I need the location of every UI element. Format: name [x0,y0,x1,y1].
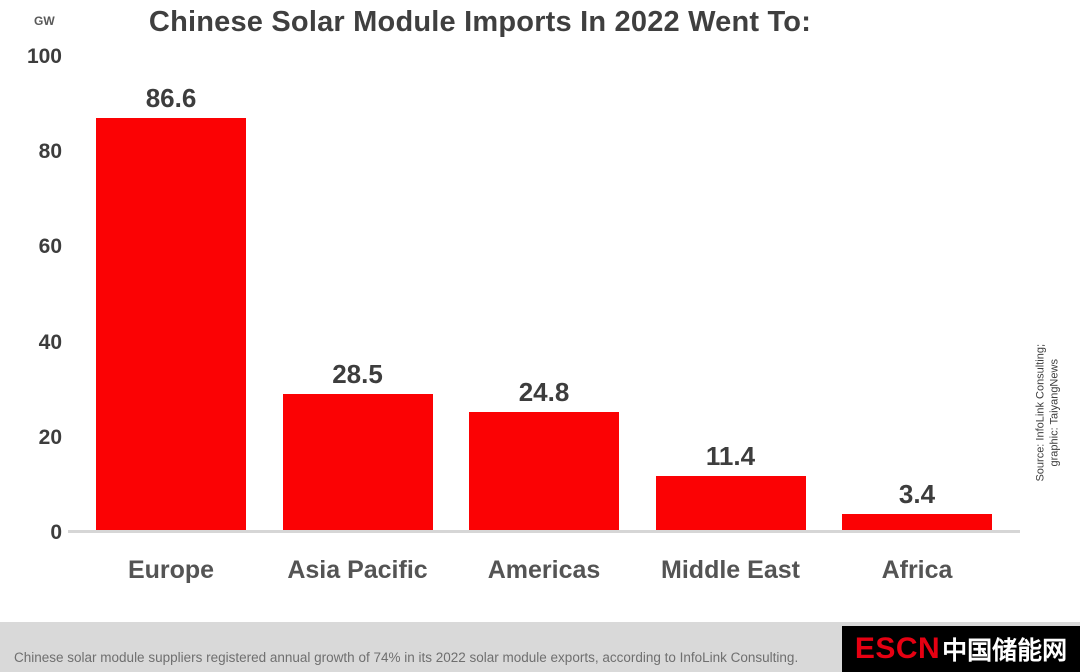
bar-value-label: 24.8 [518,377,570,407]
bar-value-label: 11.4 [705,441,756,471]
bar-americas [469,412,619,530]
x-label-europe: Europe [127,556,215,584]
y-tick: 20 [38,426,62,449]
y-tick: 100 [26,45,62,68]
bar-group-middle-east: 11.4 [655,441,806,530]
y-tick: 40 [38,331,62,354]
bar-value-label: 28.5 [332,359,383,389]
plot-area: 86.6 28.5 24.8 11.4 3.4 [68,57,1020,533]
x-label-middle-east: Middle East [661,556,800,584]
source-line-2: graphic: TaiyangNews [1048,359,1060,467]
y-tick: 80 [38,140,62,163]
escn-logo-chinese-text: 中国储能网 [942,637,1068,665]
y-tick: 0 [50,521,62,544]
y-axis-unit-label: GW [34,14,55,28]
bar-europe [96,118,246,530]
bar-group-africa: 3.4 [842,479,992,530]
escn-logo-text: ESCN [854,632,941,665]
bar-group-asia-pacific: 28.5 [282,359,433,530]
footer-caption: Chinese solar module suppliers registere… [14,650,799,665]
bar-value-label: 86.6 [145,83,197,113]
source-line-1: Source: InfoLink Consulting; [1034,343,1047,482]
x-label-africa: Africa [881,556,953,584]
chart-title: Chinese Solar Module Imports In 2022 Wen… [148,6,812,38]
footer-strip: Chinese solar module suppliers registere… [0,622,1080,672]
bar-africa [842,514,992,530]
bar-asia-pacific [282,394,433,530]
bar-middle-east [655,476,806,530]
x-label-asia-pacific: Asia Pacific [287,556,428,584]
x-label-americas: Americas [487,556,601,584]
bar-chart: Chinese Solar Module Imports In 2022 Wen… [26,6,1062,585]
escn-logo: ESCN 中国储能网 [842,626,1080,672]
bar-group-americas: 24.8 [469,377,619,530]
y-tick: 60 [38,235,62,258]
bar-value-label: 3.4 [898,479,936,509]
bar-group-europe: 86.6 [96,83,246,530]
x-axis-labels: Europe Asia Pacific Americas Middle East… [68,556,1020,585]
source-attribution: Source: InfoLink Consulting; graphic: Ta… [1034,327,1062,499]
